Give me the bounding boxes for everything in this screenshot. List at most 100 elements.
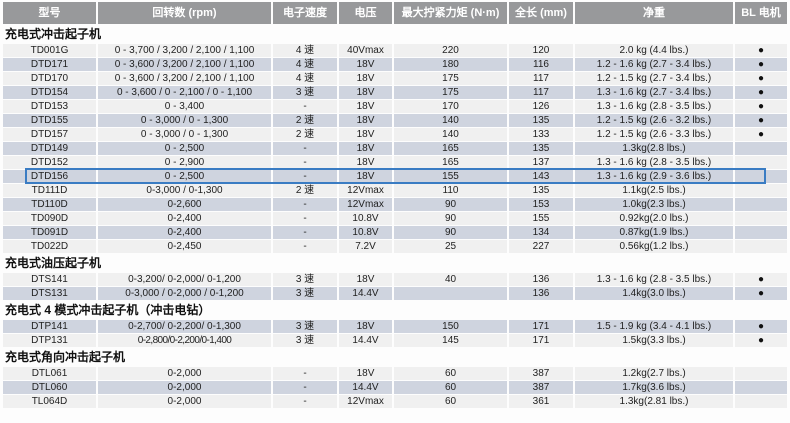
table-row-DTP141[interactable]: DTP141 0-2,700/ 0-2,200/ 0-1,300 3 速 18V 150… [3, 320, 787, 333]
bl-motor-cell: ● [735, 128, 787, 141]
table-row-DTD157[interactable]: DTD157 0 - 3,000 / 0 - 1,300 2 速 18V 140 133 1… [3, 128, 787, 141]
cell-torque: 150 [394, 320, 507, 333]
bl-motor-cell [735, 381, 787, 394]
cell-torque: 60 [394, 395, 507, 408]
cell-voltage: 12Vmax [339, 395, 392, 408]
table-row-DTD154[interactable]: DTD154 0 - 3,600 / 0 - 2,100 / 0 - 1,100 3… [3, 86, 787, 99]
cell-voltage: 18V [339, 273, 392, 286]
table-row-DTD170[interactable]: DTD170 0 - 3,600 / 3,200 / 2,100 / 1,100 4… [3, 72, 787, 85]
bl-motor-cell [735, 226, 787, 239]
table-row-TD091D[interactable]: TD091D 0-2,400-10.8V 90 134 0.87kg(1.9 lbs.) [3, 226, 787, 239]
table-row-DTD171[interactable]: DTD171 0 - 3,600 / 3,200 / 2,100 / 1,100 4… [3, 58, 787, 71]
cell-length: 136 [509, 273, 573, 286]
bl-motor-cell: ● [735, 100, 787, 113]
table-row-TL064D[interactable]: TL064D 0-2,000-12Vmax 60 361 1.3kg(2.81 lbs.… [3, 395, 787, 408]
bl-motor-dot: ● [757, 274, 765, 285]
table-row-DTP131[interactable]: DTP131 0-2,800/0-2,200/0-1,400 3 速 14.4V 145… [3, 334, 787, 347]
cell-weight: 1.2 - 1.5 kg (2.6 - 3.2 lbs.) [575, 114, 733, 127]
cell-rpm: 0 - 3,600 / 3,200 / 2,100 / 1,100 [98, 72, 271, 85]
table-row-DTS141[interactable]: DTS141 0-3,200/ 0-2,000/ 0-1,200 3 速 18V 40 1… [3, 273, 787, 286]
section-title: 充电式冲击起子机 [5, 27, 102, 41]
bl-motor-cell: ● [735, 86, 787, 99]
cell-rpm: 0-2,700/ 0-2,200/ 0-1,300 [98, 320, 271, 333]
bl-motor-cell [735, 198, 787, 211]
table-row-TD022D[interactable]: TD022D 0-2,450-7.2V 25 227 0.56kg(1.2 lbs.) [3, 240, 787, 253]
bl-motor-cell [735, 240, 787, 253]
cell-rpm: 0-3,000 / 0-1,300 [98, 184, 271, 197]
cell-weight: 1.3 - 1.6 kg (2.9 - 3.6 lbs.) [575, 170, 733, 183]
cell-speed: 2 速 [273, 114, 337, 127]
cell-model: DTD153 [3, 100, 96, 113]
table-row-DTD152[interactable]: DTD152 0 - 2,900-18V 165 137 1.3 - 1.6 kg (2… [3, 156, 787, 169]
table-row-DTL060[interactable]: DTL060 0-2,000-14.4V 60 387 1.7kg(3.6 lbs.) [3, 381, 787, 394]
cell-voltage: 18V [339, 58, 392, 71]
cell-length: 135 [509, 114, 573, 127]
cell-length: 135 [509, 142, 573, 155]
cell-rpm: 0-2,600 [98, 198, 271, 211]
cell-rpm: 0 - 3,600 / 3,200 / 2,100 / 1,100 [98, 58, 271, 71]
cell-weight: 1.2kg(2.7 lbs.) [575, 367, 733, 380]
cell-speed: - [273, 156, 337, 169]
column-header-speed: 电子速度 [273, 2, 337, 24]
bl-motor-cell [735, 170, 787, 183]
cell-model: DTD171 [3, 58, 96, 71]
cell-weight: 1.3kg(2.81 lbs.) [575, 395, 733, 408]
cell-length: 387 [509, 381, 573, 394]
cell-voltage: 18V [339, 156, 392, 169]
cell-length: 143 [509, 170, 573, 183]
cell-voltage: 18V [339, 142, 392, 155]
cell-torque: 155 [394, 170, 507, 183]
cell-length: 133 [509, 128, 573, 141]
cell-model: DTD157 [3, 128, 96, 141]
table-row-DTS131[interactable]: DTS131 0-3,000 / 0-2,000 / 0-1,200 3 速 14.4… [3, 287, 787, 300]
cell-torque: 40 [394, 273, 507, 286]
column-header-length: 全长 (mm) [509, 2, 573, 24]
cell-torque: 145 [394, 334, 507, 347]
column-header-rpm: 回转数 (rpm) [98, 2, 271, 24]
column-header-bl: BL 电机 [735, 2, 787, 24]
table-row-DTD153[interactable]: DTD153 0 - 3,400-18V 170 126 1.3 - 1.6 kg (2… [3, 100, 787, 113]
table-row-TD111D[interactable]: TD111D 0-3,000 / 0-1,300 2 速 12Vmax 110 135 1.… [3, 184, 787, 197]
cell-voltage: 18V [339, 128, 392, 141]
cell-length: 135 [509, 184, 573, 197]
table-row-TD110D[interactable]: TD110D 0-2,600-12Vmax 90 153 1.0kg(2.3 lbs.) [3, 198, 787, 211]
cell-voltage: 12Vmax [339, 198, 392, 211]
cell-model: TL064D [3, 395, 96, 408]
bl-motor-cell [735, 395, 787, 408]
cell-model: TD090D [3, 212, 96, 225]
table-row-DTL061[interactable]: DTL061 0-2,000-18V 60 387 1.2kg(2.7 lbs.) [3, 367, 787, 380]
cell-model: TD022D [3, 240, 96, 253]
bl-motor-dot: ● [757, 101, 765, 112]
cell-speed: 4 速 [273, 58, 337, 71]
cell-weight: 1.3 - 1.6 kg (2.8 - 3.5 lbs.) [575, 273, 733, 286]
cell-model: DTD154 [3, 86, 96, 99]
cell-weight: 1.1kg(2.5 lbs.) [575, 184, 733, 197]
table-row-DTD156[interactable]: DTD156 0 - 2,500-18V 155 143 1.3 - 1.6 kg (2… [3, 168, 787, 184]
cell-voltage: 40Vmax [339, 44, 392, 57]
cell-torque: 60 [394, 367, 507, 380]
cell-rpm: 0-2,000 [98, 381, 271, 394]
cell-model: TD110D [3, 198, 96, 211]
cell-speed: 4 速 [273, 72, 337, 85]
cell-speed: - [273, 212, 337, 225]
cell-torque: 90 [394, 226, 507, 239]
bl-motor-dot: ● [757, 59, 765, 70]
bl-motor-dot: ● [757, 335, 765, 346]
cell-length: 116 [509, 58, 573, 71]
cell-speed: - [273, 100, 337, 113]
table-row-TD001G[interactable]: TD001G 0 - 3,700 / 3,200 / 2,100 / 1,100 4… [3, 44, 787, 57]
table-row-TD090D[interactable]: TD090D 0-2,400-10.8V 90 155 0.92kg(2.0 lbs.) [3, 212, 787, 225]
cell-model: DTP141 [3, 320, 96, 333]
cell-rpm: 0-2,800/0-2,200/0-1,400 [98, 334, 271, 347]
cell-model: DTS141 [3, 273, 96, 286]
cell-voltage: 18V [339, 114, 392, 127]
cell-torque: 175 [394, 72, 507, 85]
cell-length: 126 [509, 100, 573, 113]
table-row-DTD149[interactable]: DTD149 0 - 2,500-18V 165 135 1.3kg(2.8 lbs.) [3, 142, 787, 155]
cell-weight: 1.3kg(2.8 lbs.) [575, 142, 733, 155]
cell-rpm: 0-2,450 [98, 240, 271, 253]
cell-length: 136 [509, 287, 573, 300]
bl-motor-dot: ● [757, 45, 765, 56]
cell-length: 134 [509, 226, 573, 239]
table-row-DTD155[interactable]: DTD155 0 - 3,000 / 0 - 1,300 2 速 18V 140 135 1… [3, 114, 787, 127]
